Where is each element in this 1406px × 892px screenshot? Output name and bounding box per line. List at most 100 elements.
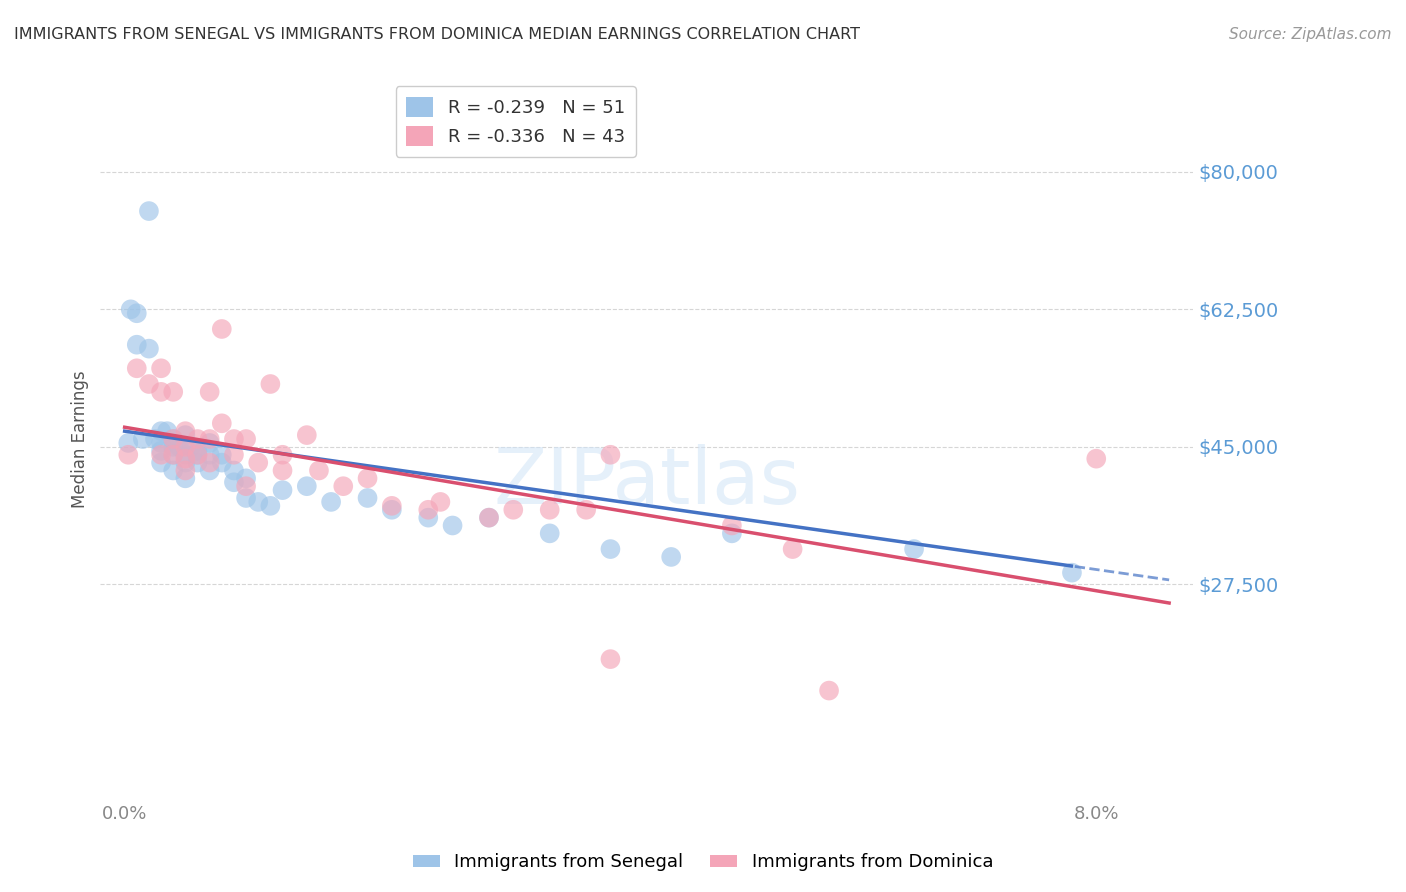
Point [599,448,621,462]
Point [162,432,184,446]
Point [295,479,318,493]
Point [211,448,233,462]
Point [132,432,155,446]
Point [818,683,841,698]
Point [782,542,804,557]
Point [198,384,221,399]
Point [271,483,294,497]
Point [162,432,184,446]
Point [174,428,197,442]
Point [150,361,173,376]
Point [271,463,294,477]
Point [211,456,233,470]
Point [599,652,621,666]
Point [418,502,440,516]
Point [150,448,173,462]
Point [143,432,166,446]
Point [247,456,270,470]
Point [162,463,184,477]
Point [478,510,501,524]
Point [186,456,208,470]
Point [211,417,233,431]
Point [186,432,208,446]
Point [138,342,160,356]
Point [150,436,173,450]
Point [235,471,257,485]
Point [356,471,378,485]
Point [222,432,245,446]
Point [1060,566,1083,580]
Point [125,361,148,376]
Point [198,436,221,450]
Text: Source: ZipAtlas.com: Source: ZipAtlas.com [1229,27,1392,42]
Point [295,428,318,442]
Point [418,510,440,524]
Point [186,448,208,462]
Point [150,384,173,399]
Point [222,463,245,477]
Point [721,518,744,533]
Point [903,542,925,557]
Point [247,495,270,509]
Point [222,475,245,490]
Point [381,499,404,513]
Point [381,502,404,516]
Point [235,479,257,493]
Point [138,204,160,219]
Point [211,322,233,336]
Point [162,384,184,399]
Point [138,376,160,391]
Point [198,448,221,462]
Point [308,463,330,477]
Point [150,456,173,470]
Point [271,448,294,462]
Point [659,549,682,564]
Point [150,424,173,438]
Point [186,443,208,458]
Point [180,440,202,454]
Point [538,526,561,541]
Point [174,471,197,485]
Point [162,448,184,462]
Point [174,448,197,462]
Point [117,436,139,450]
Point [356,491,378,505]
Y-axis label: Median Earnings: Median Earnings [72,370,89,508]
Point [599,542,621,557]
Point [117,448,139,462]
Point [198,463,221,477]
Point [332,479,354,493]
Point [125,337,148,351]
Point [222,448,245,462]
Point [169,440,191,454]
Point [259,499,281,513]
Point [259,376,281,391]
Text: IMMIGRANTS FROM SENEGAL VS IMMIGRANTS FROM DOMINICA MEDIAN EARNINGS CORRELATION : IMMIGRANTS FROM SENEGAL VS IMMIGRANTS FR… [14,27,860,42]
Text: ZIPatlas: ZIPatlas [494,444,800,520]
Point [174,463,197,477]
Legend: R = -0.239   N = 51, R = -0.336   N = 43: R = -0.239 N = 51, R = -0.336 N = 43 [395,87,636,157]
Point [150,443,173,458]
Point [538,502,561,516]
Point [721,526,744,541]
Point [1085,451,1108,466]
Point [478,510,501,524]
Point [120,302,142,317]
Point [198,432,221,446]
Point [162,440,184,454]
Point [174,440,197,454]
Point [162,448,184,462]
Point [198,456,221,470]
Point [319,495,342,509]
Point [174,451,197,466]
Point [429,495,451,509]
Point [575,502,598,516]
Point [174,456,197,470]
Point [186,448,208,462]
Point [125,306,148,320]
Legend: Immigrants from Senegal, Immigrants from Dominica: Immigrants from Senegal, Immigrants from… [405,847,1001,879]
Point [441,518,464,533]
Point [156,424,179,438]
Point [174,424,197,438]
Point [235,432,257,446]
